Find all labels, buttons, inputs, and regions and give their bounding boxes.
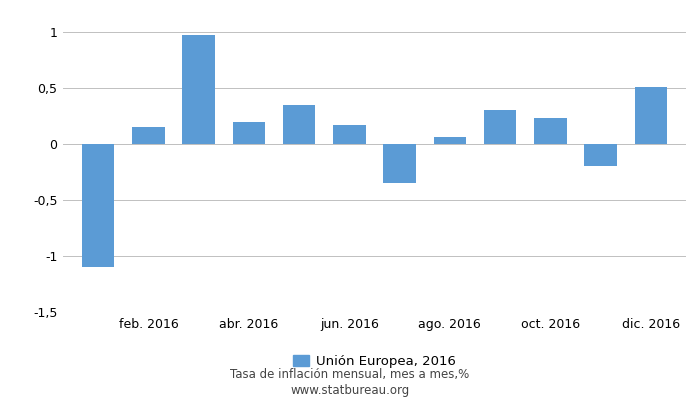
- Bar: [484, 110, 517, 144]
- Bar: [584, 144, 617, 166]
- Text: Tasa de inflación mensual, mes a mes,%: Tasa de inflación mensual, mes a mes,%: [230, 368, 470, 381]
- Bar: [433, 137, 466, 144]
- Bar: [232, 122, 265, 144]
- Legend: Unión Europea, 2016: Unión Europea, 2016: [293, 355, 456, 368]
- Bar: [132, 127, 164, 144]
- Bar: [182, 35, 215, 144]
- Bar: [534, 118, 567, 144]
- Bar: [82, 144, 115, 267]
- Bar: [384, 144, 416, 183]
- Bar: [333, 125, 365, 144]
- Bar: [283, 105, 316, 144]
- Bar: [634, 87, 667, 144]
- Text: www.statbureau.org: www.statbureau.org: [290, 384, 410, 397]
